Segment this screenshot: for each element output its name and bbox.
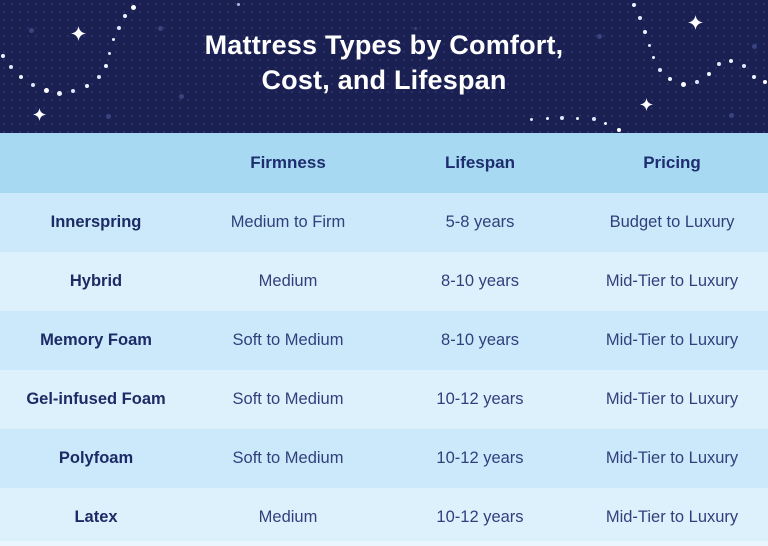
pricing-cell: Budget to Luxury	[609, 213, 735, 231]
column-header-lifespan: Lifespan	[445, 153, 515, 172]
star-dot	[117, 26, 121, 30]
row-label: Polyfoam	[58, 449, 134, 467]
star-dot	[638, 16, 642, 20]
star-dot	[237, 3, 240, 6]
star-dot	[763, 80, 767, 84]
sparkle-icon	[640, 98, 653, 111]
row-label: Latex	[74, 508, 118, 526]
column-header-firmness: Firmness	[250, 153, 326, 172]
star-dot	[85, 84, 89, 88]
star-dot	[31, 83, 35, 87]
star-dot	[742, 64, 746, 68]
star-dot	[123, 14, 127, 18]
star-dot	[97, 75, 101, 79]
star-dot	[643, 30, 647, 34]
star-dot	[681, 82, 686, 87]
star-dot	[44, 88, 49, 93]
star-dot	[106, 114, 111, 119]
lifespan-cell: 10-12 years	[436, 508, 524, 526]
row-label: Memory Foam	[40, 331, 152, 349]
star-dot	[695, 80, 699, 84]
table-row-gel-infused-foam: Gel-infused Foam Soft to Medium 10-12 ye…	[0, 370, 768, 429]
pricing-cell: Mid-Tier to Luxury	[605, 449, 739, 467]
table-row-polyfoam: Polyfoam Soft to Medium 10-12 years Mid-…	[0, 429, 768, 488]
star-dot	[19, 75, 23, 79]
star-dot	[604, 122, 607, 125]
table-row-innerspring: Innerspring Medium to Firm 5-8 years Bud…	[0, 193, 768, 252]
lifespan-cell: 8-10 years	[441, 272, 519, 290]
star-dot	[131, 5, 136, 10]
table-row-memory-foam: Memory Foam Soft to Medium 8-10 years Mi…	[0, 311, 768, 370]
star-dot	[179, 94, 184, 99]
star-dot	[617, 128, 621, 132]
star-dot	[57, 91, 62, 96]
page-title-line2: Cost, and Lifespan	[261, 65, 507, 95]
row-label: Gel-infused Foam	[26, 390, 166, 408]
star-dot	[632, 3, 636, 7]
row-label: Innerspring	[50, 213, 142, 231]
star-dot	[71, 89, 75, 93]
lifespan-cell: 8-10 years	[441, 331, 519, 349]
star-dot	[560, 116, 564, 120]
star-dot	[530, 118, 533, 121]
sparkle-icon	[688, 15, 703, 30]
star-dot	[658, 68, 662, 72]
star-dot	[546, 117, 549, 120]
star-dot	[158, 26, 163, 31]
pricing-cell: Mid-Tier to Luxury	[605, 508, 739, 526]
row-label: Hybrid	[69, 272, 123, 290]
star-dot	[108, 52, 111, 55]
column-header-pricing: Pricing	[643, 153, 701, 172]
star-dot	[9, 65, 13, 69]
star-dot	[668, 77, 672, 81]
firmness-cell: Soft to Medium	[232, 331, 344, 349]
page-title-line1: Mattress Types by Comfort,	[204, 30, 564, 60]
pricing-cell: Mid-Tier to Luxury	[605, 272, 739, 290]
table-bottom-edge	[0, 541, 768, 546]
lifespan-cell: 10-12 years	[436, 390, 524, 408]
hero-banner: Mattress Types by Comfort, Cost, and Life…	[0, 0, 768, 133]
table-header-row: Firmness Lifespan Pricing	[0, 133, 768, 193]
star-dot	[597, 34, 602, 39]
star-dot	[592, 117, 596, 121]
star-dot	[729, 59, 733, 63]
star-dot	[652, 56, 655, 59]
sparkle-icon	[71, 26, 86, 41]
star-dot	[576, 117, 579, 120]
star-dot	[414, 27, 417, 30]
table-row-hybrid: Hybrid Medium 8-10 years Mid-Tier to Lux…	[0, 252, 768, 311]
star-dot	[707, 72, 711, 76]
star-dot	[729, 113, 734, 118]
star-dot	[752, 75, 756, 79]
lifespan-cell: 5-8 years	[445, 213, 515, 231]
firmness-cell: Soft to Medium	[232, 449, 344, 467]
pricing-cell: Mid-Tier to Luxury	[605, 331, 739, 349]
star-dot	[752, 44, 757, 49]
firmness-cell: Soft to Medium	[232, 390, 344, 408]
table-row-latex: Latex Medium 10-12 years Mid-Tier to Lux…	[0, 488, 768, 546]
firmness-cell: Medium	[258, 272, 318, 290]
column-header-type	[0, 133, 192, 193]
star-dot	[112, 38, 115, 41]
mattress-comparison-table: Firmness Lifespan Pricing Innerspring Me…	[0, 133, 768, 546]
pricing-cell: Mid-Tier to Luxury	[605, 390, 739, 408]
star-dot	[717, 62, 721, 66]
sparkle-icon	[33, 108, 46, 121]
firmness-cell: Medium to Firm	[230, 213, 346, 231]
star-dot	[104, 64, 108, 68]
star-dot	[29, 28, 34, 33]
firmness-cell: Medium	[258, 508, 318, 526]
star-dot	[1, 54, 5, 58]
page-title: Mattress Types by Comfort, Cost, and Life…	[0, 0, 768, 98]
table-body: Innerspring Medium to Firm 5-8 years Bud…	[0, 193, 768, 546]
star-dot	[648, 44, 651, 47]
lifespan-cell: 10-12 years	[436, 449, 524, 467]
